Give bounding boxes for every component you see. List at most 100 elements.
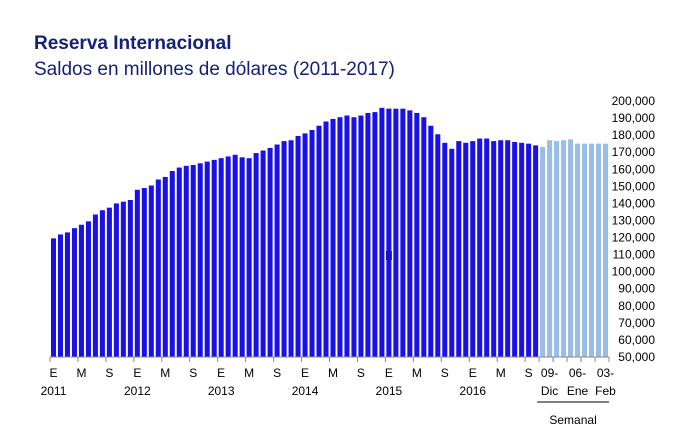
bar-monthly — [162, 176, 168, 357]
bar-monthly — [526, 143, 532, 357]
y-tick-label: 90,000 — [618, 282, 655, 296]
bar-monthly — [260, 150, 266, 357]
bar-monthly — [190, 165, 196, 357]
bar-monthly — [484, 138, 490, 357]
bar-monthly — [449, 148, 455, 357]
bar-monthly — [337, 117, 343, 357]
bar-monthly — [491, 141, 497, 357]
x-tick-label: M — [496, 366, 506, 380]
x-year-label: 2012 — [124, 384, 151, 398]
bar-monthly — [302, 133, 308, 357]
bar-weekly — [547, 140, 553, 357]
x-tick-label: M — [328, 366, 338, 380]
y-tick-label: 170,000 — [612, 145, 656, 159]
x-tick-label: E — [217, 366, 225, 380]
y-tick-label: 160,000 — [612, 162, 656, 176]
x-tick-label: E — [385, 366, 393, 380]
x-tick-label: E — [469, 366, 477, 380]
bar-weekly — [589, 143, 595, 357]
bar-monthly — [85, 221, 91, 357]
bar-monthly — [442, 142, 448, 357]
weekly-date-label: 03- — [597, 366, 614, 380]
bar-monthly — [50, 238, 57, 357]
bar-monthly — [316, 125, 322, 357]
bar-monthly — [421, 117, 427, 357]
x-tick-label: S — [357, 366, 365, 380]
bar-monthly — [400, 108, 406, 358]
y-tick-label: 120,000 — [612, 231, 656, 245]
bar-monthly — [134, 189, 140, 357]
bar-monthly — [267, 147, 273, 357]
bar-monthly — [358, 115, 364, 357]
x-tick-label: E — [133, 366, 141, 380]
bar-monthly — [372, 112, 378, 358]
x-year-label: 2013 — [208, 384, 235, 398]
x-tick-label: S — [525, 366, 533, 380]
bar-monthly — [407, 110, 413, 358]
bar-monthly — [64, 232, 70, 357]
bar-weekly — [582, 143, 588, 357]
bar-monthly — [57, 234, 63, 357]
bar-marker — [385, 251, 392, 260]
bar-monthly — [519, 142, 525, 357]
bar-monthly — [246, 158, 252, 357]
bar-monthly — [505, 140, 511, 357]
bar-monthly — [365, 112, 371, 358]
bar-weekly — [575, 143, 581, 357]
chart-subtitle: Saldos en millones de dólares (2011-2017… — [34, 59, 395, 80]
bar-monthly — [71, 228, 77, 357]
bar-monthly — [169, 170, 175, 357]
bar-monthly — [239, 157, 245, 357]
bar-monthly — [78, 224, 84, 357]
weekly-date-label: 06- — [569, 366, 586, 380]
x-tick-label: M — [160, 366, 170, 380]
y-tick-label: 70,000 — [618, 316, 655, 330]
y-tick-label: 80,000 — [618, 299, 655, 313]
y-tick-label: 60,000 — [618, 333, 655, 347]
y-tick-label: 110,000 — [613, 248, 656, 262]
x-tick-label: M — [244, 366, 254, 380]
bar-monthly — [155, 179, 161, 357]
y-tick-label: 180,000 — [612, 128, 656, 142]
y-tick-label: 140,000 — [612, 196, 656, 210]
bar-weekly — [554, 141, 560, 357]
x-tick-label: S — [273, 366, 281, 380]
bar-monthly — [498, 140, 504, 357]
bar-monthly — [470, 141, 476, 357]
bar-monthly — [456, 141, 462, 357]
weekly-date-label: Dic — [541, 384, 558, 398]
bar-monthly — [533, 145, 539, 357]
bar-monthly — [211, 159, 217, 357]
weekly-date-label: Ene — [567, 384, 589, 398]
x-year-label: 2014 — [292, 384, 319, 398]
bar-weekly — [561, 140, 567, 357]
bar-monthly — [463, 142, 469, 357]
x-year-label: 2011 — [41, 384, 67, 398]
y-tick-label: 190,000 — [612, 111, 656, 125]
bar-monthly — [148, 185, 154, 357]
bar-monthly — [330, 118, 336, 357]
bar-weekly — [568, 139, 574, 357]
y-tick-label: 200,000 — [612, 94, 656, 108]
bar-monthly — [393, 108, 399, 358]
bar-monthly — [176, 167, 182, 357]
x-tick-label: M — [412, 366, 422, 380]
x-year-label: 2015 — [376, 384, 403, 398]
bar-monthly — [253, 153, 259, 357]
bar-monthly — [435, 134, 441, 357]
x-tick-label: S — [105, 366, 113, 380]
bar-monthly — [386, 108, 392, 358]
bar-monthly — [281, 141, 287, 357]
bar-monthly — [323, 121, 329, 357]
bar-monthly — [295, 135, 301, 357]
bar-monthly — [183, 165, 189, 357]
bar-monthly — [309, 130, 315, 357]
weekly-date-label: Feb — [595, 384, 616, 398]
y-tick-label: 130,000 — [612, 213, 656, 227]
bar-monthly — [127, 199, 133, 357]
x-year-label: 2016 — [459, 384, 486, 398]
bar-monthly — [477, 138, 483, 357]
y-tick-label: 150,000 — [612, 179, 656, 193]
bar-monthly — [512, 141, 518, 357]
